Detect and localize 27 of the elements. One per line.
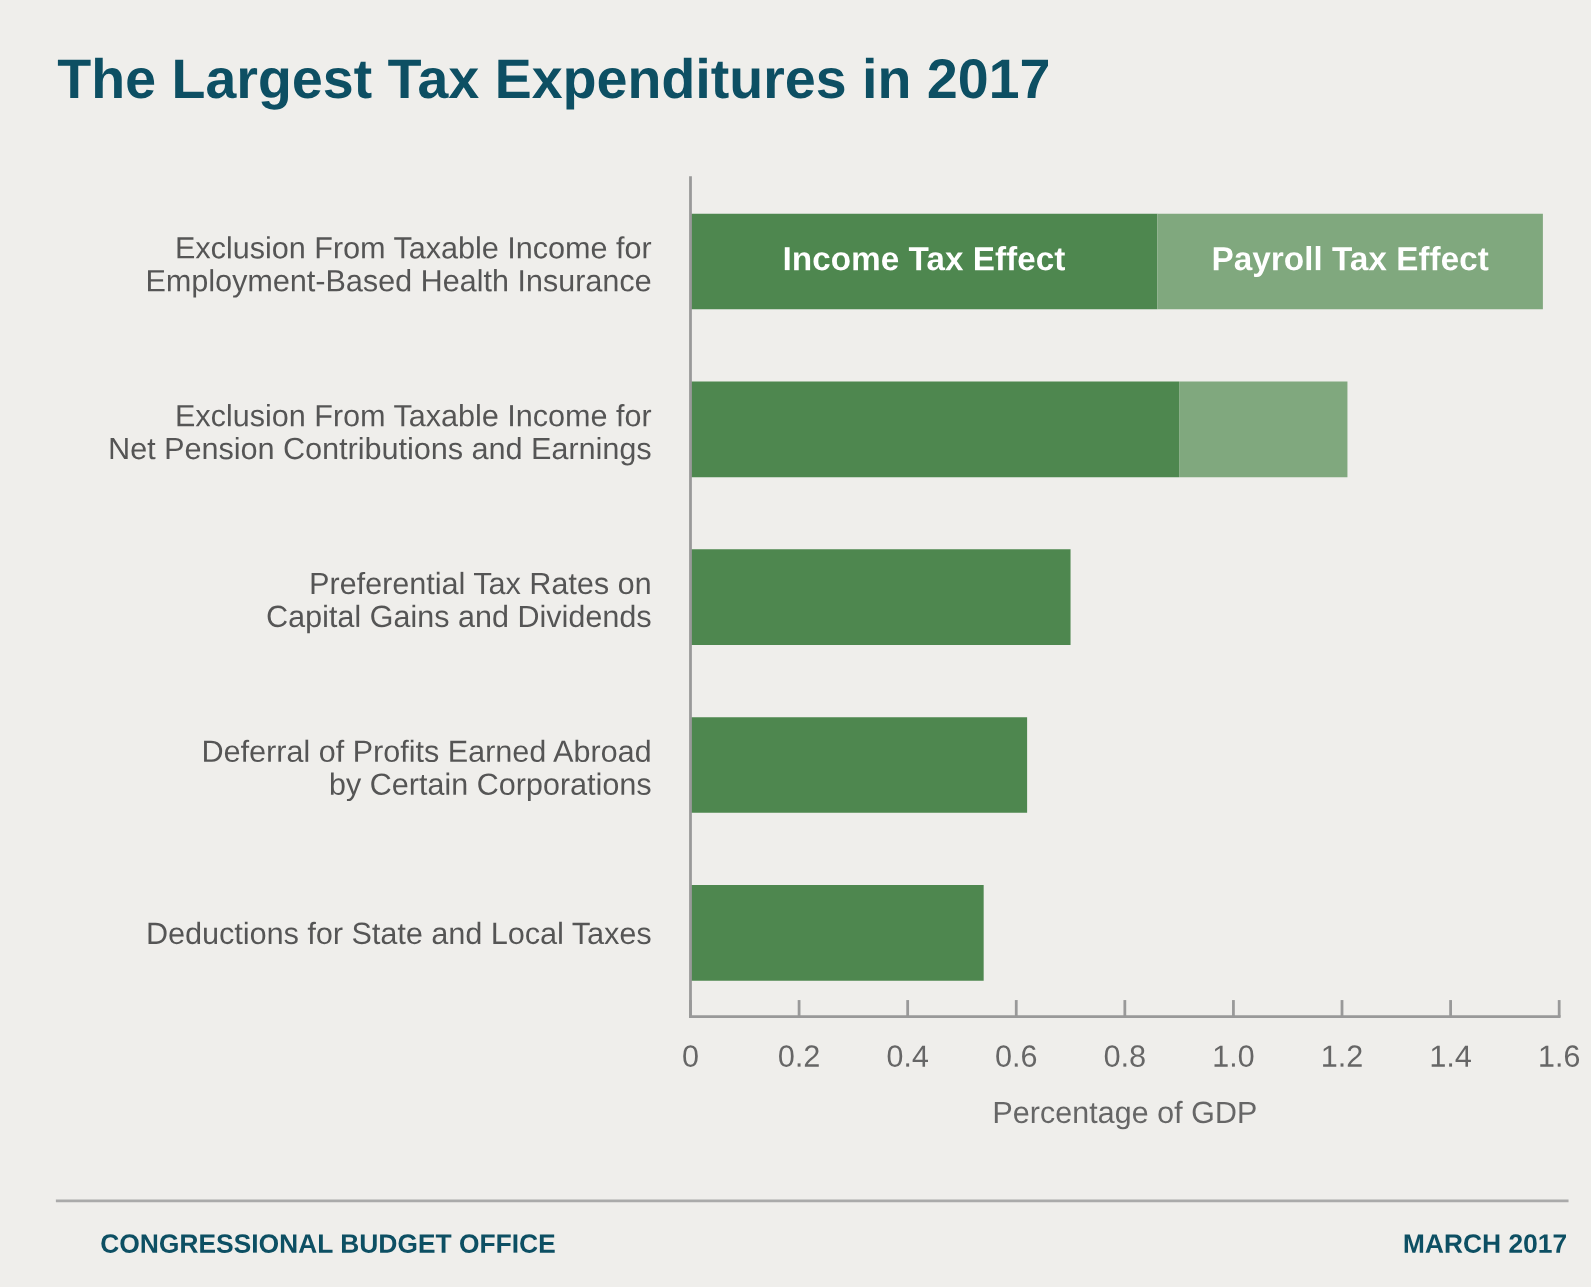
x-tick-label: 0 [683, 1045, 698, 1067]
x-tick-label: 0.8 [1104, 1045, 1145, 1067]
text: MARCH 2017 [1404, 1234, 1566, 1253]
bar [690, 213, 1158, 310]
series-label: Income Tax Effect [784, 245, 1065, 271]
x-tick-label: 1.6 [1540, 1045, 1580, 1067]
chart-title: The Largest Tax Expenditures in 2017 [57, 57, 1048, 110]
x-tick-label: 0.2 [779, 1045, 819, 1067]
y-tick-label: Deductions for State and Local Taxes [148, 921, 651, 945]
text: CONGRESSIONAL BUDGET OFFICE [101, 1234, 555, 1253]
bar [1157, 213, 1543, 310]
x-tick-label: 1.0 [1214, 1045, 1254, 1067]
bar [690, 381, 1180, 478]
x-tick-label: 0.6 [996, 1045, 1037, 1067]
x-axis-title: Percentage of GDP [994, 1100, 1256, 1130]
x-tick-label: 1.2 [1323, 1045, 1362, 1067]
bar [690, 549, 1071, 645]
y-tick-label: Deferral of Profits Earned Abroad by Certain Corporations [204, 739, 651, 802]
bar [1179, 381, 1348, 478]
y-tick-label: Preferential Tax Rates on Capital Gains and Dividends [267, 571, 651, 634]
series-label: Payroll Tax Effect [1213, 245, 1489, 278]
y-tick-label: Exclusion From Taxable Income for Employment-Based Health Insurance [148, 236, 652, 298]
bar [690, 884, 984, 981]
x-tick-label: 1.4 [1431, 1045, 1471, 1067]
bar [690, 717, 1028, 813]
y-tick-label: Exclusion From Taxable Income for Net Pension Contributions and Earnings [110, 404, 652, 466]
x-tick-label: 0.4 [887, 1045, 929, 1067]
